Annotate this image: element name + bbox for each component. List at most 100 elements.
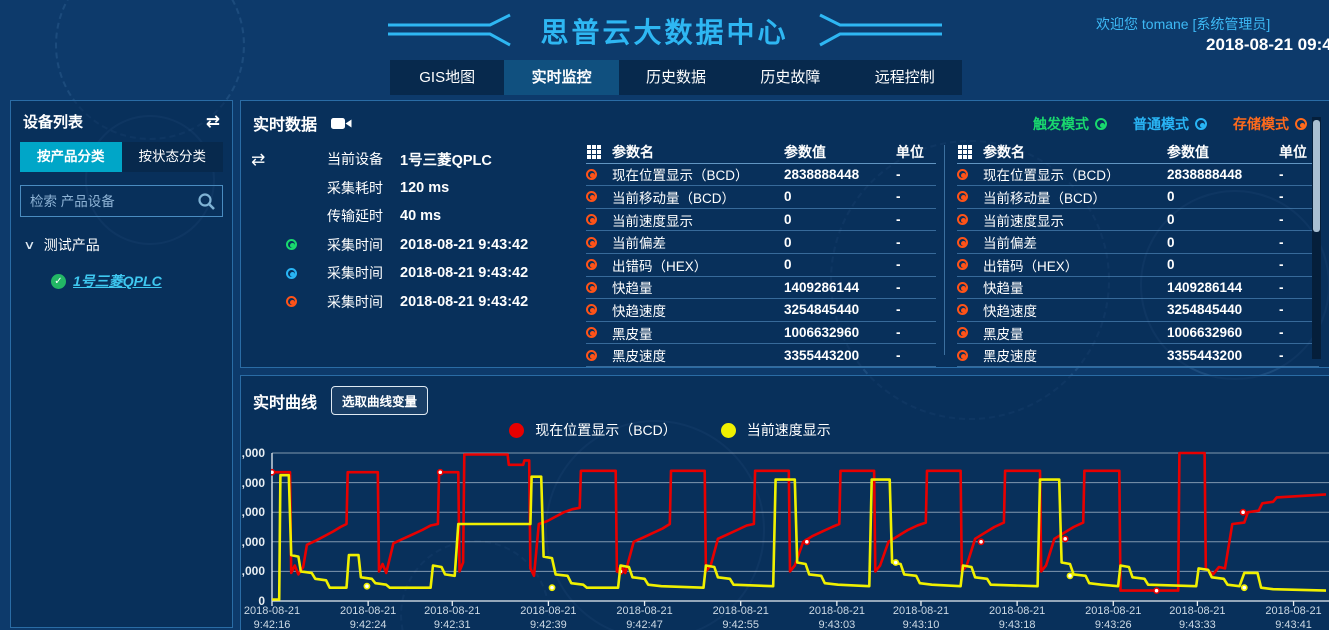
param-value: 0 xyxy=(1167,257,1175,273)
chevron-down-icon: ∨ xyxy=(23,238,36,252)
param-unit: - xyxy=(1279,257,1284,273)
legend-item-2[interactable]: 当前速度显示 xyxy=(720,420,831,440)
table-row[interactable]: 快趋量 1409286144 - xyxy=(957,277,1319,300)
grid-icon xyxy=(587,145,591,150)
chart-legend: 现在位置显示（BCD） 当前速度显示 xyxy=(241,420,1099,440)
table-row[interactable]: 当前速度显示 0 - xyxy=(957,209,1319,232)
y-axis-labels: 0 ,000 ,000 ,000 ,000 ,000 xyxy=(241,446,268,608)
table-row[interactable]: 快趋速度 3254845440 - xyxy=(586,299,936,322)
title-right-decoration xyxy=(819,13,942,47)
camera-icon[interactable] xyxy=(331,116,352,131)
mode-links: 触发模式 普通模式 存储模式 xyxy=(1033,114,1307,134)
table-row[interactable]: 当前偏差 0 - xyxy=(586,231,936,254)
x-tick-time: 9:42:16 xyxy=(253,619,291,630)
x-tick-time: 9:43:41 xyxy=(1275,619,1312,630)
param-value: 1409286144 xyxy=(784,279,860,295)
y-tick-label: ,000 xyxy=(241,475,265,490)
current-datetime: 2018-08-21 09:43:4 xyxy=(1206,35,1329,54)
table-row[interactable]: 黑皮速度 3355443200 - xyxy=(957,344,1319,367)
record-icon-slot xyxy=(586,259,612,271)
info-icon-slot xyxy=(277,239,303,251)
tree-group-test-product[interactable]: ∨ 测试产品 xyxy=(23,235,218,255)
table-row[interactable]: 现在位置显示（BCD） 2838888448 - xyxy=(586,164,936,187)
param-unit: - xyxy=(896,302,901,318)
sidebar-tabs: 按产品分类 按状态分类 xyxy=(20,142,223,172)
nav-tab-4[interactable]: 历史故障 xyxy=(760,69,821,86)
table-row[interactable]: 快趋量 1409286144 - xyxy=(586,277,936,300)
data-point-marker xyxy=(1239,508,1247,516)
param-value: 0 xyxy=(784,234,792,250)
sidebar-tab-2[interactable]: 按状态分类 xyxy=(121,142,223,172)
info-row: 采集时间 2018-08-21 9:43:42 xyxy=(251,231,583,260)
table-row[interactable]: 当前偏差 0 - xyxy=(957,231,1319,254)
info-label: 采集时间 xyxy=(327,265,383,282)
param-value: 0 xyxy=(784,257,792,273)
x-tick-date: 2018-08-21 xyxy=(340,605,397,617)
search-input[interactable] xyxy=(21,186,222,216)
scrollbar-track[interactable] xyxy=(1312,117,1321,359)
info-icon-slot xyxy=(277,296,303,308)
data-point-marker xyxy=(363,582,371,590)
nav-tab-3[interactable]: 历史数据 xyxy=(645,69,706,86)
record-icon-slot xyxy=(957,281,983,293)
legend-item-1[interactable]: 现在位置显示（BCD） xyxy=(509,420,677,440)
param-unit: - xyxy=(1279,279,1284,295)
mode-label: 存储模式 xyxy=(1233,116,1289,132)
device-tree: ∨ 测试产品 ✓ 1号三菱QPLC xyxy=(23,235,218,291)
mode-link-2[interactable]: 普通模式 xyxy=(1133,114,1207,134)
nav-tab-1[interactable]: GIS地图 xyxy=(419,69,476,86)
param-value: 1006632960 xyxy=(784,325,860,341)
curve-chart xyxy=(268,450,1329,608)
device-link[interactable]: 1号三菱QPLC xyxy=(73,273,162,289)
tree-item-device[interactable]: ✓ 1号三菱QPLC xyxy=(51,271,218,291)
sidebar-tab-1[interactable]: 按产品分类 xyxy=(20,142,122,172)
table-row[interactable]: 现在位置显示（BCD） 2838888448 - xyxy=(957,164,1319,187)
param-unit: - xyxy=(1279,302,1284,318)
mode-link-3[interactable]: 存储模式 xyxy=(1233,114,1307,134)
table-row[interactable]: 当前移动量（BCD） 0 - xyxy=(957,186,1319,209)
table-row[interactable]: 快趋速度 3254845440 - xyxy=(957,299,1319,322)
nav-tab-2[interactable]: 实时监控 xyxy=(504,60,619,95)
info-row: 采集时间 2018-08-21 9:43:42 xyxy=(251,259,583,288)
table-row[interactable]: 黑皮速度 3355443200 - xyxy=(586,344,936,367)
swap-icon[interactable]: ⇄ xyxy=(205,112,220,131)
x-tick-label: 2018-08-21 9:42:24 xyxy=(340,604,396,630)
record-icon-slot xyxy=(586,304,612,316)
table-row[interactable]: 出错码（HEX） 0 - xyxy=(957,254,1319,277)
record-icon xyxy=(957,281,968,293)
data-point-marker xyxy=(803,538,811,546)
select-curve-variable-button[interactable]: 选取曲线变量 xyxy=(331,386,429,415)
record-mode-icon xyxy=(1095,118,1107,130)
record-icon-slot xyxy=(586,349,612,361)
param-unit: - xyxy=(896,166,901,182)
scrollbar-thumb[interactable] xyxy=(1313,120,1320,232)
record-icon xyxy=(957,304,968,316)
record-icon-slot xyxy=(586,168,612,180)
col-header-value: 参数值 xyxy=(784,143,826,160)
title-left-decoration xyxy=(388,13,511,47)
swap-icon[interactable]: ⇄ xyxy=(251,149,266,169)
record-icon xyxy=(586,349,597,361)
param-unit: - xyxy=(896,189,901,205)
x-tick-date: 2018-08-21 xyxy=(616,605,673,617)
record-icon-slot xyxy=(586,191,612,203)
table-row[interactable]: 当前移动量（BCD） 0 - xyxy=(586,186,936,209)
param-unit: - xyxy=(896,234,901,250)
tree-group-label: 测试产品 xyxy=(43,237,100,253)
param-name: 当前速度显示 xyxy=(983,213,1064,229)
table-row[interactable]: 当前速度显示 0 - xyxy=(586,209,936,232)
info-prefix: ⇄ xyxy=(251,151,277,168)
param-value: 2838888448 xyxy=(784,166,860,182)
x-tick-date: 2018-08-21 xyxy=(424,605,481,617)
table-row[interactable]: 黑皮量 1006632960 - xyxy=(957,322,1319,345)
table-row[interactable]: 黑皮量 1006632960 - xyxy=(586,322,936,345)
legend-label: 当前速度显示 xyxy=(746,422,831,438)
online-check-icon: ✓ xyxy=(51,273,66,289)
x-tick-time: 9:43:03 xyxy=(818,619,856,630)
search-icon[interactable] xyxy=(197,192,216,211)
nav-tab-5[interactable]: 远程控制 xyxy=(874,69,935,86)
mode-link-1[interactable]: 触发模式 xyxy=(1033,114,1107,134)
record-icon xyxy=(286,267,297,279)
param-unit: - xyxy=(1279,347,1284,363)
table-row[interactable]: 出错码（HEX） 0 - xyxy=(586,254,936,277)
